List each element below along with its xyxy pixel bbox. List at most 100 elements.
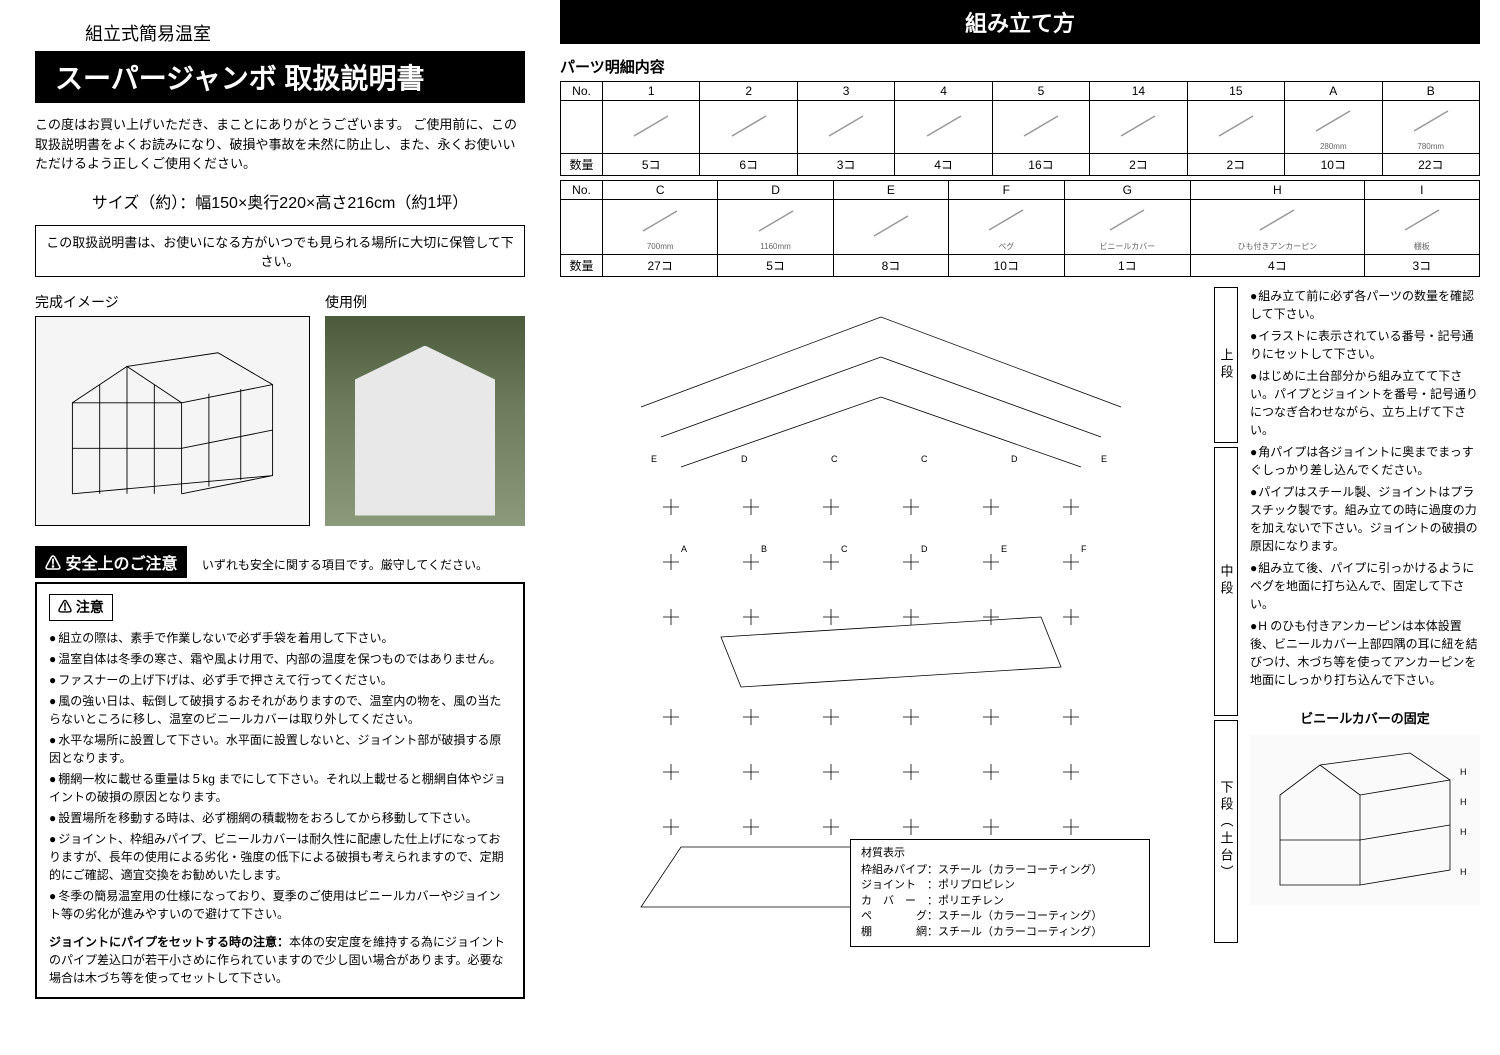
parts-image-cell: 棚板 [1364,200,1479,255]
caution-item: 温室自体は冬季の寒さ、霜や風よけ用で、内部の温度を保つものではありません。 [49,650,511,668]
completed-image-block: 完成イメージ [35,292,310,526]
section-labels: 上段中段下段（土台） [1214,287,1238,947]
qty-cell: 2コ [1090,154,1187,176]
assembly-header: 組み立て方 [560,0,1480,44]
parts-header-cell: A [1285,82,1382,101]
parts-image-cell: 1160mm [718,200,833,255]
svg-text:H: H [1460,767,1467,777]
parts-image-cell [833,200,948,255]
parts-header-cell: C [603,181,718,200]
frame-sketch-icon [36,317,309,525]
storage-notice: この取扱説明書は、お使いになる方がいつでも見られる場所に大切に保管して下さい。 [35,225,525,277]
instruction-item: パイプはスチール製、ジョイントはプラスチック製です。組み立ての時に過度の力を加え… [1250,483,1480,555]
parts-image-cell: ひも付きアンカーピン [1191,200,1364,255]
safety-sub: いずれも安全に関する項目です。厳守してください。 [202,556,488,573]
parts-image-cell [603,101,700,154]
qty-cell: 10コ [1285,154,1382,176]
caution-box: ⚠ 注意 組立の際は、素手で作業しないで必ず手袋を着用して下さい。温室自体は冬季… [35,582,525,999]
parts-image-cell: ビニールカバー [1064,200,1191,255]
qty-label: 数量 [561,255,603,277]
safety-row: ⚠ 安全上のご注意 いずれも安全に関する項目です。厳守してください。 [35,546,525,582]
qty-cell: 6コ [700,154,797,176]
svg-text:E: E [1001,544,1007,554]
caution-title: ⚠ 注意 [49,594,113,621]
parts-title: パーツ明細内容 [560,56,1480,77]
svg-text:H: H [1460,867,1467,877]
parts-header-cell: I [1364,181,1479,200]
assembly-diagram: ABCDEFEDCCDE 材質表示 枠組みパイプ：スチール（カラーコーティング）… [560,287,1202,947]
parts-header-cell: B [1382,82,1480,101]
qty-cell: 4コ [895,154,992,176]
caution-item: ジョイント、枠組みパイプ、ビニールカバーは耐久性に配慮した仕上げになっております… [49,830,511,884]
material-line: カ バ ー ：ポリエチレン [861,894,1139,909]
parts-image-cell: 780mm [1382,101,1480,154]
svg-text:B: B [761,544,767,554]
parts-header-cell: 2 [700,82,797,101]
parts-header-cell: 14 [1090,82,1187,101]
size-spec: サイズ（約）：幅150×奥行220×高さ216cm（約1坪） [35,189,525,213]
material-line: 棚 網：スチール（カラーコーティング） [861,925,1139,940]
parts-image-cell: ペグ [949,200,1064,255]
svg-text:H: H [1460,797,1467,807]
instruction-item: 組み立て後、パイプに引っかけるようにペグを地面に打ち込んで、固定して下さい。 [1250,559,1480,613]
image-row: 完成イメージ 使用例 [35,292,525,526]
qty-cell: 8コ [833,255,948,277]
svg-text:D: D [921,544,928,554]
parts-header-cell: G [1064,181,1191,200]
caution-item: 組立の際は、素手で作業しないで必ず手袋を着用して下さい。 [49,629,511,647]
material-line: ペ グ：スチール（カラーコーティング） [861,909,1139,924]
instruction-item: イラストに表示されている番号・記号通りにセットして下さい。 [1250,327,1480,363]
joint-note-title: ジョイントにパイプをセットする時の注意： [49,935,289,949]
completed-image-label: 完成イメージ [35,292,310,312]
qty-cell: 16コ [992,154,1089,176]
parts-header-cell: 3 [797,82,894,101]
svg-text:C: C [831,454,838,464]
parts-table-2: No.CDEFGHI 700mm1160mmペグビニールカバーひも付きアンカーピ… [560,180,1480,277]
completed-sketch [35,316,310,526]
qty-label: 数量 [561,154,603,176]
svg-text:C: C [921,454,928,464]
parts-image-cell [992,101,1089,154]
instruction-item: H のひも付きアンカーピンは本体設置後、ビニールカバー上部四隅の耳に紐を結びつけ… [1250,617,1480,689]
manual-title: スーパージャンボ 取扱説明書 [35,51,525,103]
svg-text:D: D [741,454,748,464]
svg-text:H: H [1460,827,1467,837]
section-label: 上段 [1214,287,1238,443]
parts-header-cell: 5 [992,82,1089,101]
parts-header-cell: F [949,181,1064,200]
svg-text:E: E [651,454,657,464]
svg-text:C: C [841,544,848,554]
instructions-list: 組み立て前に必ず各パーツの数量を確認して下さい。イラストに表示されている番号・記… [1250,287,1480,689]
parts-header-cell: No. [561,82,603,101]
parts-header-cell: 1 [603,82,700,101]
parts-header-cell: 15 [1187,82,1284,101]
qty-cell: 5コ [718,255,833,277]
product-type: 組立式簡易温室 [35,20,525,46]
materials-title: 材質表示 [861,846,1139,861]
parts-header-cell: E [833,181,948,200]
cover-fix-diagram: H H H H [1250,735,1480,905]
left-column: 組立式簡易温室 スーパージャンボ 取扱説明書 この度はお買い上げいただき、まこと… [0,0,545,1055]
instruction-item: はじめに土台部分から組み立てて下さい。パイプとジョイントを番号・記号通りにつなぎ… [1250,367,1480,439]
qty-cell: 1コ [1064,255,1191,277]
qty-cell: 4コ [1191,255,1364,277]
parts-image-cell [797,101,894,154]
parts-image-cell: 700mm [603,200,718,255]
qty-cell: 22コ [1382,154,1480,176]
caution-item: ファスナーの上げ下げは、必ず手で押さえて行ってください。 [49,671,511,689]
parts-image-cell [1090,101,1187,154]
qty-cell: 27コ [603,255,718,277]
usage-image-block: 使用例 [325,292,525,526]
intro-text: この度はお買い上げいただき、まことにありがとうございます。 ご使用前に、この取扱… [35,115,525,174]
parts-table-1: No.123451415AB 280mm780mm 数量5コ6コ3コ4コ16コ2… [560,81,1480,176]
joint-note: ジョイントにパイプをセットする時の注意：本体の安定度を維持する為にジョイントのパ… [49,933,511,987]
qty-cell: 10コ [949,255,1064,277]
svg-text:A: A [681,544,687,554]
caution-item: 水平な場所に設置して下さい。水平面に設置しないと、ジョイント部が破損する原因とな… [49,731,511,767]
parts-image-cell: 280mm [1285,101,1382,154]
section-label: 下段（土台） [1214,720,1238,943]
material-line: 枠組みパイプ：スチール（カラーコーティング） [861,863,1139,878]
section-label: 中段 [1214,447,1238,715]
parts-header-cell: No. [561,181,603,200]
materials-box: 材質表示 枠組みパイプ：スチール（カラーコーティング）ジョイント ：ポリプロピレ… [850,839,1150,947]
